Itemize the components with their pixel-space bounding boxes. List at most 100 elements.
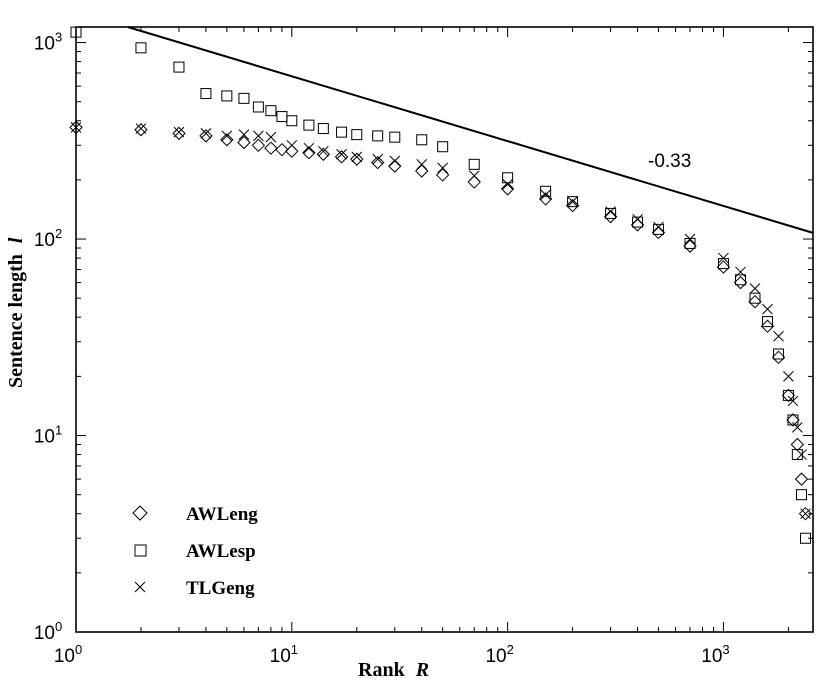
tick-base: 10 bbox=[34, 34, 55, 55]
tick-exponent: 2 bbox=[507, 642, 514, 657]
tlgeng-point bbox=[200, 128, 212, 139]
legend-label-awleng: AWLeng bbox=[186, 504, 258, 525]
awleng-point bbox=[134, 123, 148, 137]
power-law-fit-line bbox=[127, 26, 814, 234]
x-tick-label: 102 bbox=[485, 642, 513, 667]
awlesp-point bbox=[238, 92, 250, 104]
tick-exponent: 3 bbox=[55, 30, 62, 45]
awlesp-point bbox=[317, 123, 329, 135]
tlgeng-point bbox=[437, 162, 449, 174]
axis-ticks bbox=[75, 27, 813, 633]
tlgeng-point bbox=[336, 148, 347, 160]
tick-exponent: 3 bbox=[722, 642, 729, 657]
tlgeng-point bbox=[632, 213, 643, 225]
awleng-point bbox=[790, 437, 805, 452]
series-awlesp bbox=[70, 26, 811, 544]
tick-exponent: 0 bbox=[55, 619, 62, 634]
y-tick-label: 100 bbox=[34, 619, 62, 644]
tlgeng-point bbox=[684, 233, 696, 245]
awleng-point bbox=[651, 225, 666, 240]
x-tick-labels: 100 101 102 103 bbox=[54, 642, 730, 667]
awlesp-point bbox=[252, 101, 264, 113]
tick-base: 10 bbox=[54, 646, 75, 667]
awleng-point bbox=[199, 129, 213, 143]
awleng-point bbox=[794, 472, 809, 486]
x-tick-label: 100 bbox=[54, 642, 82, 667]
legend-label-awlesp: AWLesp bbox=[186, 541, 256, 562]
tick-base: 10 bbox=[34, 230, 55, 251]
tick-base: 10 bbox=[34, 427, 55, 448]
awlesp-point bbox=[276, 111, 288, 123]
x-axis-variable: R bbox=[415, 659, 429, 680]
awlesp-point bbox=[416, 134, 428, 146]
awlesp-point bbox=[735, 274, 747, 286]
awlesp-point bbox=[791, 449, 803, 461]
tlgeng-point bbox=[783, 371, 794, 382]
tlgeng-point bbox=[416, 158, 428, 170]
awlesp-point bbox=[796, 489, 808, 501]
awlesp-point bbox=[761, 316, 773, 328]
tlgeng-point bbox=[540, 189, 551, 201]
awlesp-point bbox=[303, 119, 315, 131]
awlesp-point bbox=[200, 88, 212, 100]
y-axis-label: Sentence length bbox=[5, 254, 27, 388]
y-axis-title: Sentence length l bbox=[5, 237, 27, 388]
awlesp-point bbox=[336, 126, 348, 138]
tlgeng-point bbox=[265, 131, 277, 143]
tlgeng-point bbox=[502, 178, 513, 190]
awleng-point bbox=[220, 133, 234, 147]
awleng-point bbox=[716, 260, 731, 274]
tlgeng-point bbox=[653, 221, 664, 233]
awlesp-point bbox=[437, 141, 449, 153]
series-tlgeng bbox=[70, 122, 811, 520]
tlgeng-point bbox=[749, 283, 761, 294]
awlesp-point bbox=[540, 185, 552, 197]
fit-slope-label: -0.33 bbox=[648, 151, 691, 172]
series-layer bbox=[69, 26, 813, 544]
legend-item-awlesp: AWLesp bbox=[134, 541, 256, 562]
tlgeng-point bbox=[238, 129, 250, 140]
y-axis-variable: l bbox=[5, 237, 27, 243]
awlesp-point bbox=[773, 348, 785, 360]
tick-base: 10 bbox=[485, 646, 506, 667]
awleng-point bbox=[630, 218, 645, 232]
tlgeng-point bbox=[605, 206, 616, 217]
tlgeng-point bbox=[389, 155, 401, 167]
tlgeng-point bbox=[567, 196, 578, 207]
awleng-point bbox=[786, 413, 800, 427]
awlesp-point bbox=[468, 158, 480, 170]
tlgeng-point bbox=[718, 252, 729, 264]
awleng-point bbox=[388, 159, 402, 173]
tlgeng-point bbox=[372, 153, 384, 165]
awleng-point bbox=[683, 239, 697, 253]
awleng-point bbox=[251, 138, 266, 153]
tlgeng-point bbox=[468, 170, 480, 182]
tlgeng-point bbox=[351, 151, 363, 163]
awlesp-point bbox=[173, 61, 185, 73]
awlesp-point bbox=[787, 414, 799, 426]
awlesp-point bbox=[567, 196, 579, 208]
tlgeng-point bbox=[800, 508, 811, 520]
awleng-point bbox=[435, 168, 450, 182]
awleng-point bbox=[350, 152, 364, 166]
awlesp-point bbox=[286, 115, 298, 127]
tlgeng-point bbox=[286, 139, 298, 151]
awleng-point bbox=[264, 141, 278, 155]
y-tick-label: 103 bbox=[34, 30, 62, 55]
awleng-point bbox=[172, 126, 186, 141]
tlgeng-point bbox=[787, 395, 799, 407]
legend-diamond-marker bbox=[132, 505, 148, 521]
tlgeng-point bbox=[173, 126, 185, 138]
awlesp-point bbox=[652, 223, 664, 235]
legend-label-tlgeng: TLGeng bbox=[186, 578, 255, 599]
tlgeng-point bbox=[135, 123, 147, 134]
tick-base: 10 bbox=[270, 646, 291, 667]
awlesp-point bbox=[749, 292, 761, 304]
tlgeng-point bbox=[221, 130, 233, 142]
plot-frame bbox=[75, 26, 814, 633]
awleng-point bbox=[467, 175, 481, 189]
awlesp-point bbox=[351, 129, 363, 141]
y-tick-label: 102 bbox=[34, 226, 62, 251]
